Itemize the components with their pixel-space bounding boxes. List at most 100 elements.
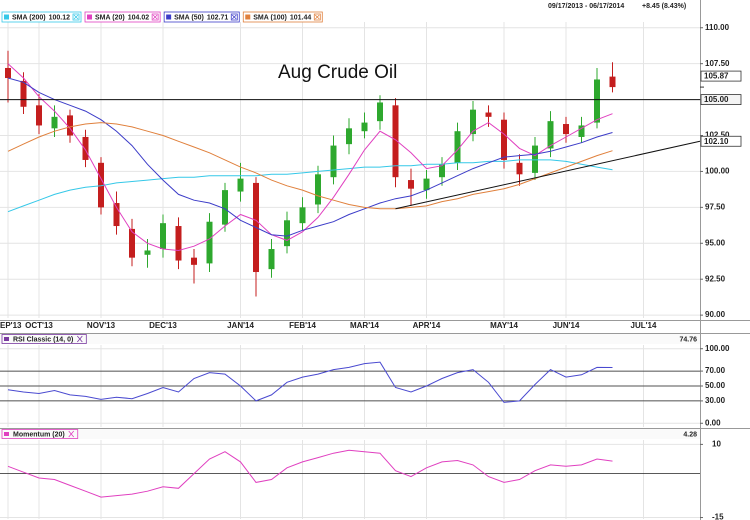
y-tick-label: 90.00: [705, 310, 726, 319]
panel-title: RSI Classic (14, 0): [13, 336, 73, 343]
legend-name: SMA (20): [95, 14, 125, 21]
panel-swatch: [4, 432, 9, 436]
legend-close-x: [152, 14, 158, 20]
candle-body: [423, 178, 430, 191]
candle-body: [268, 249, 275, 270]
x-tick-label: MAR'14: [350, 321, 380, 330]
candle-body: [144, 250, 151, 255]
candle-body: [82, 136, 89, 160]
y-tick-label: 97.50: [705, 202, 726, 211]
legend-name: SMA (200): [12, 14, 46, 21]
candle-body: [160, 223, 166, 250]
legend-box: [1, 11, 82, 23]
legend-value: 104.02: [128, 14, 150, 21]
x-tick-label: FEB'14: [289, 321, 316, 330]
legend-swatch: [4, 14, 9, 20]
candle-body: [299, 207, 306, 224]
y-tick-label: 102.50: [705, 131, 730, 140]
legend-box: [163, 11, 240, 23]
legend-close: [151, 13, 159, 21]
x-tick-label: DEC'13: [149, 321, 177, 330]
x-tick-label: NOV'13: [87, 321, 116, 330]
sma-line: [7, 122, 613, 210]
candle-body: [129, 228, 135, 258]
y-tick-label: 70.00: [705, 366, 726, 375]
legend-item: SMA (20) 104.02: [84, 11, 161, 23]
price-box: [700, 94, 742, 105]
panel-close-x: [77, 335, 83, 343]
legend-name: SMA (50): [174, 14, 204, 21]
candle-body: [377, 102, 383, 122]
panel-close-x: [68, 430, 75, 438]
legend-close: [230, 13, 238, 21]
candle-body: [284, 220, 290, 247]
legend-name: SMA (100): [253, 14, 287, 21]
legend-box: [242, 11, 323, 23]
y-tick-label: 92.50: [705, 274, 726, 283]
legend-value: 100.12: [49, 14, 71, 21]
y-tick-label: 10: [712, 439, 721, 448]
x-tick-label: JUL'14: [631, 321, 657, 330]
candle-body: [578, 125, 585, 137]
candle-body: [67, 115, 73, 136]
trendline: [395, 140, 701, 210]
candle-body: [516, 162, 523, 175]
candle-body: [36, 105, 42, 126]
y-tick-label: 107.50: [705, 59, 730, 68]
candle-body: [609, 76, 616, 88]
legend-swatch: [245, 14, 251, 20]
panel-last-value: 4.28: [683, 431, 697, 438]
y-tick-label: 50.00: [705, 381, 726, 390]
legend-item: SMA (50) 102.71: [163, 11, 240, 23]
legend-item: SMA (100) 101.44: [242, 11, 323, 23]
candle-body: [51, 116, 58, 129]
candle-body: [563, 124, 569, 135]
indicator-line: [7, 449, 613, 498]
chart-title: Aug Crude Oil: [278, 62, 397, 83]
legend-swatch: [87, 14, 93, 20]
x-tick-label: JUN'14: [553, 321, 580, 330]
candle-body: [5, 67, 11, 79]
panel-swatch: [4, 337, 9, 341]
x-tick-label: EP'13: [0, 321, 22, 330]
x-tick-label: OCT'13: [25, 321, 53, 330]
panel-title: Momentum (20): [13, 431, 65, 438]
candle-body: [346, 128, 352, 145]
candle-body: [330, 145, 337, 178]
sma-line: [7, 63, 613, 252]
y-tick-label: 0.00: [705, 418, 721, 427]
panel-header: [0, 429, 700, 439]
price-box: [700, 135, 742, 147]
candle-body: [485, 112, 492, 117]
candle-body: [470, 109, 476, 135]
sma-line: [7, 159, 613, 213]
panel-last-value: 74.76: [679, 336, 697, 343]
candle-body: [454, 131, 461, 163]
indicator-line: [7, 361, 613, 403]
price-box-label: 105.87: [704, 72, 729, 81]
price-box-label: 105.00: [704, 95, 729, 104]
candle-body: [408, 180, 414, 189]
candle-body: [501, 119, 507, 160]
legend-close-x: [231, 14, 237, 20]
date-range: 09/17/2013 - 06/17/2014: [548, 3, 624, 10]
candle-body: [237, 178, 244, 192]
legend-value: 101.44: [290, 14, 312, 21]
candle-body: [594, 79, 600, 123]
price-change: +8.45 (8.43%): [642, 3, 686, 10]
candle-body: [113, 203, 120, 227]
candle-body: [20, 80, 27, 107]
y-tick-label: 110.00: [705, 23, 730, 32]
y-tick-label: 30.00: [705, 396, 726, 405]
legend-swatch: [166, 14, 172, 20]
legend-close-x: [314, 14, 320, 20]
legend-close: [313, 13, 321, 21]
y-tick-label: 100.00: [705, 167, 730, 176]
y-tick-label: -15: [712, 513, 724, 520]
legend-close: [72, 13, 80, 21]
candle-body: [532, 145, 538, 173]
candle-body: [547, 121, 554, 149]
candle-body: [439, 164, 445, 178]
y-tick-label: 100.00: [705, 344, 730, 353]
